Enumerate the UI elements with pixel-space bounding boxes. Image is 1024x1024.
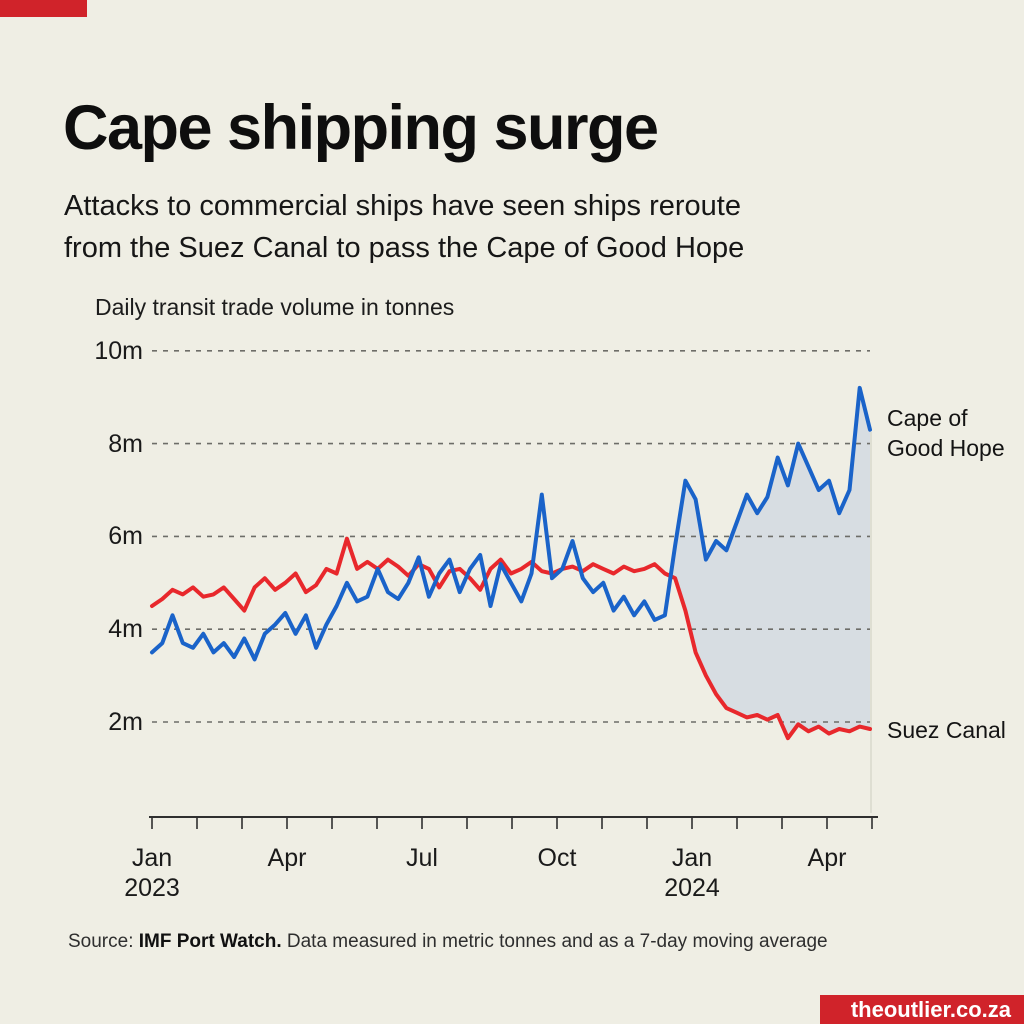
source-note: Source: IMF Port Watch. Data measured in…	[68, 931, 828, 953]
y-tick-label-6m: 6m	[108, 522, 143, 551]
x-tick-label-Apr: Apr	[267, 844, 307, 872]
x-tick-label-Jul: Jul	[406, 844, 438, 872]
y-tick-label-10m: 10m	[94, 336, 143, 365]
y-tick-label-8m: 8m	[108, 429, 143, 458]
page-subtitle: Attacks to commercial ships have seen sh…	[64, 190, 745, 265]
x-tick-label-Jan2023: Jan 2023	[124, 844, 180, 902]
source-prefix: Source:	[68, 931, 139, 952]
y-tick-label-4m: 4m	[108, 615, 143, 644]
source-rest: Data measured in metric tonnes and as a …	[281, 931, 828, 952]
y-tick-label-2m: 2m	[108, 708, 143, 736]
brand-badge: theoutlier.co.za	[820, 995, 1024, 1024]
chart-axis-title: Daily transit trade volume in tonnes	[95, 294, 455, 320]
area-fill-between-lines	[670, 387, 870, 739]
x-tick-label-Oct: Oct	[537, 844, 577, 872]
suez-canal-line	[150, 536, 872, 741]
cape-good-hope-line	[150, 385, 872, 662]
source-name: IMF Port Watch.	[138, 931, 282, 952]
x-tick-label-Apr: Apr	[807, 844, 847, 872]
x-tick-label-Jan2024: Jan 2024	[664, 844, 720, 902]
series-label-cape: Cape of Good Hope	[887, 405, 1005, 461]
brand-accent-block	[0, 0, 87, 17]
page-title: Cape shipping surge	[63, 93, 659, 164]
series-label-suez: Suez Canal	[887, 717, 1006, 743]
